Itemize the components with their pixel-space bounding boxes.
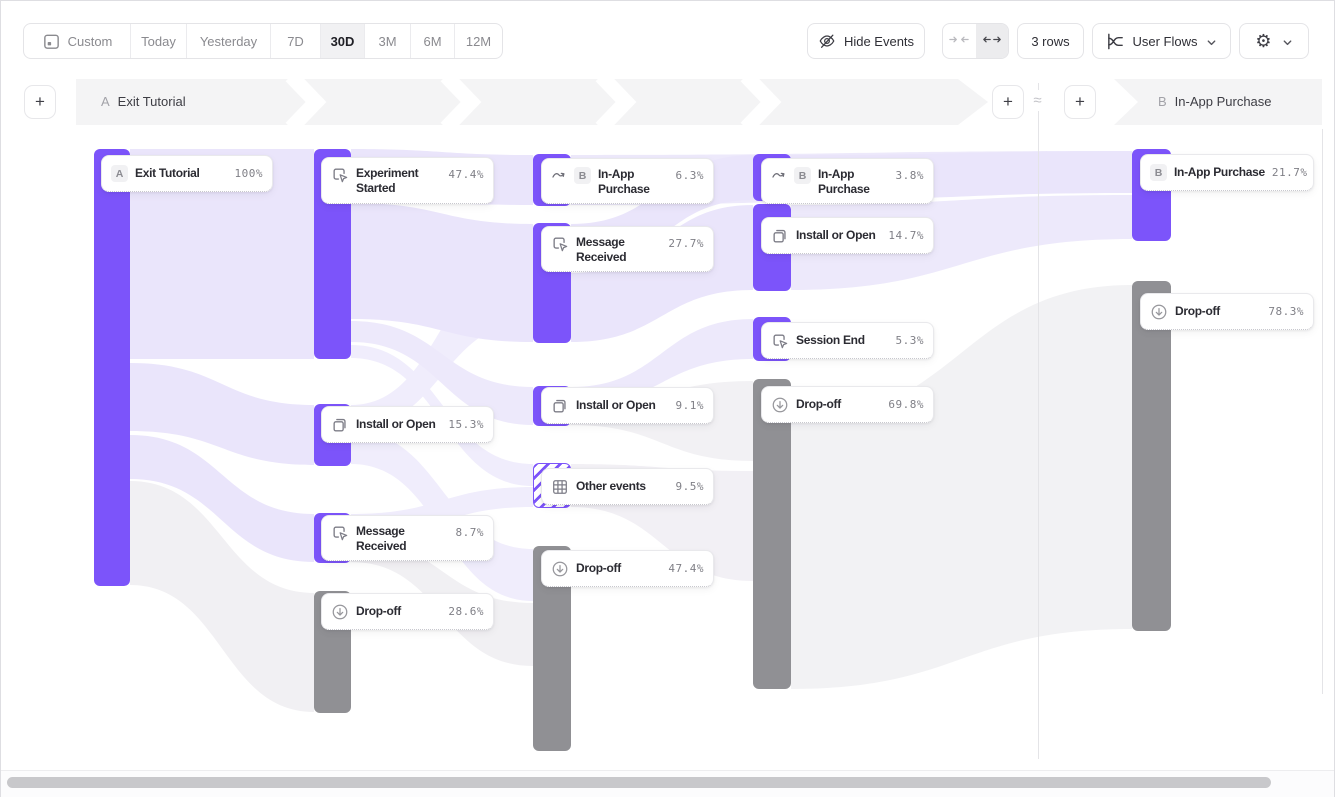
view-selector-button[interactable]: User Flows — [1092, 23, 1231, 59]
flow-node-install-or-open-3[interactable]: Install or Open 9.1% — [541, 387, 714, 424]
rows-button[interactable]: 3 rows — [1017, 23, 1084, 59]
chevron-down-icon — [1282, 36, 1293, 47]
event-icon — [771, 332, 789, 350]
variant-b-badge: B — [1150, 164, 1167, 181]
collapse-columns-button[interactable] — [943, 24, 976, 58]
approx-gap-icon: ≈ — [1027, 90, 1048, 111]
calendar-icon — [42, 32, 61, 51]
segment-b-badge: B — [1158, 94, 1167, 109]
arrows-outward-icon — [982, 32, 1002, 50]
segment-divider-line — [1038, 83, 1039, 759]
flow-node-install-or-open-4[interactable]: Install or Open 14.7% — [761, 217, 934, 254]
dropoff-icon — [331, 603, 349, 621]
flow-node-message-received-3[interactable]: Message Received 27.7% — [541, 226, 714, 272]
variant-b-badge: B — [574, 167, 591, 184]
copy-icon — [331, 416, 349, 434]
segment-a-badge: A — [101, 94, 110, 109]
flow-node-in-app-purchase-4[interactable]: B In-App Purchase 3.8% — [761, 158, 934, 204]
flow-node-in-app-purchase-b[interactable]: B In-App Purchase 21.7% — [1140, 154, 1314, 191]
segment-b-label: B In-App Purchase — [1158, 94, 1272, 109]
flow-node-dropoff-b[interactable]: Drop-off 78.3% — [1140, 293, 1314, 330]
chevron-down-icon — [1206, 36, 1217, 47]
horizontal-scrollbar-track[interactable] — [1, 770, 1334, 797]
date-range-7d[interactable]: 7D — [270, 24, 320, 58]
event-icon — [551, 235, 569, 253]
date-range-yesterday[interactable]: Yesterday — [186, 24, 270, 58]
flow-node-exit-tutorial[interactable]: A Exit Tutorial 100% — [101, 155, 273, 192]
flow-node-session-end-4[interactable]: Session End 5.3% — [761, 322, 934, 359]
flow-node-message-received-2[interactable]: Message Received 8.7% — [321, 515, 494, 561]
flow-node-install-or-open-2[interactable]: Install or Open 15.3% — [321, 406, 494, 443]
hide-events-button[interactable]: Hide Events — [807, 23, 925, 59]
variant-b-badge: B — [794, 167, 811, 184]
settings-button[interactable]: ⚙ — [1239, 23, 1309, 59]
date-range-3m[interactable]: 3M — [364, 24, 410, 58]
dropoff-icon — [1150, 303, 1168, 321]
eye-off-icon — [818, 32, 836, 50]
date-range-custom[interactable]: Custom — [24, 24, 130, 58]
flow-node-experiment-started[interactable]: Experiment Started 47.4% — [321, 157, 494, 204]
add-step-button-left[interactable]: + — [24, 85, 56, 119]
dropoff-icon — [551, 560, 569, 578]
date-range-12m[interactable]: 12M — [454, 24, 502, 58]
date-range-30d[interactable]: 30D — [320, 24, 364, 58]
event-icon — [331, 524, 349, 542]
jump-to-b-icon — [551, 167, 567, 185]
segment-a-banner — [76, 79, 988, 125]
flow-bar-dropoff-4[interactable] — [753, 379, 791, 689]
flow-node-in-app-purchase-3[interactable]: B In-App Purchase 6.3% — [541, 158, 714, 204]
grid-icon — [551, 478, 569, 496]
flow-node-other-events-3[interactable]: Other events 9.5% — [541, 468, 714, 505]
flow-bar-dropoff-b[interactable] — [1132, 281, 1171, 631]
flow-bar-exit-tutorial[interactable] — [94, 149, 130, 586]
user-flows-icon — [1106, 32, 1124, 50]
gear-icon: ⚙ — [1255, 31, 1272, 51]
add-step-button-segment-a-end[interactable]: + — [992, 85, 1024, 119]
flow-node-dropoff-4[interactable]: Drop-off 69.8% — [761, 386, 934, 423]
right-edge-line — [1322, 129, 1323, 694]
segment-b-banner — [1114, 79, 1322, 125]
date-range-today[interactable]: Today — [130, 24, 186, 58]
jump-to-b-icon — [771, 167, 787, 185]
event-icon — [331, 166, 349, 184]
horizontal-scrollbar-thumb[interactable] — [7, 777, 1271, 788]
copy-icon — [771, 227, 789, 245]
expand-columns-button[interactable] — [975, 24, 1008, 58]
dropoff-icon — [771, 396, 789, 414]
flow-node-dropoff-3[interactable]: Drop-off 47.4% — [541, 550, 714, 587]
width-toggle — [942, 23, 1009, 59]
segment-a-label: A Exit Tutorial — [101, 94, 186, 109]
date-range-6m[interactable]: 6M — [410, 24, 454, 58]
date-range-selector: Custom Today Yesterday 7D 30D 3M 6M 12M — [23, 23, 503, 59]
add-step-button-segment-b-start[interactable]: + — [1064, 85, 1096, 119]
flow-node-dropoff-2[interactable]: Drop-off 28.6% — [321, 593, 494, 630]
variant-a-badge: A — [111, 165, 128, 182]
copy-icon — [551, 397, 569, 415]
arrows-inward-icon — [949, 32, 969, 50]
